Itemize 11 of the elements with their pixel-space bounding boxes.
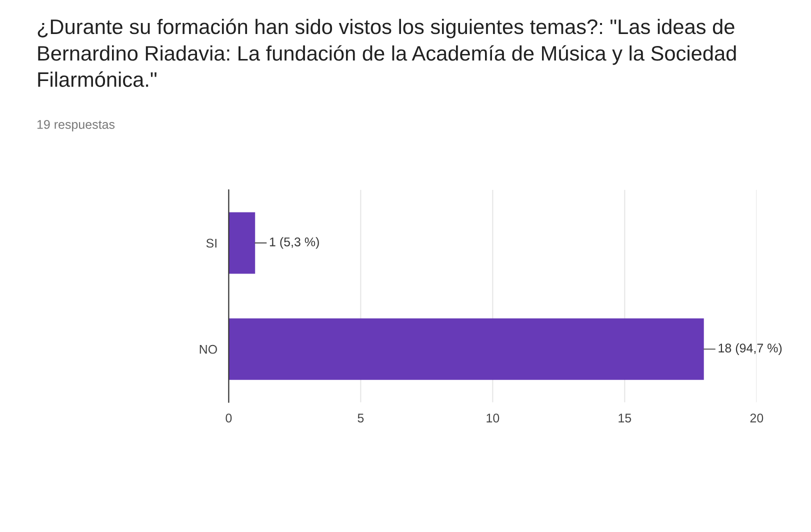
chart-title: ¿Durante su formación han sido vistos los siguientes temas?: "Las ideas de Bernardino Riadavia: La fundación de la Academía de Música y la Sociedad Filarmónica." [38, 18, 736, 87]
data-label: 1 (5,3 %) [270, 237, 319, 249]
x-tick-label: 0 [226, 414, 232, 422]
text: 19 respuestas [37, 120, 115, 132]
y-tick-label: NO [200, 344, 217, 354]
x-tick-label: 5 [358, 414, 364, 422]
y-tick-label: SI [206, 238, 216, 248]
x-tick-label: 20 [750, 414, 764, 422]
x-tick-label: 15 [618, 414, 632, 422]
data-label: 18 (94,7 %) [718, 343, 782, 355]
x-tick-label: 10 [486, 414, 500, 422]
